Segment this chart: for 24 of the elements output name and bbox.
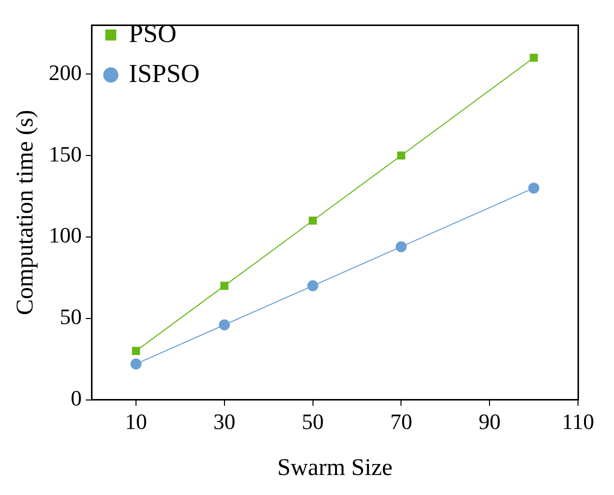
point (307, 280, 318, 292)
point (528, 182, 540, 194)
point (218, 319, 230, 330)
y-tick-label: 100 (48, 222, 82, 248)
point (220, 282, 228, 290)
x-tick-label: 90 (478, 408, 501, 434)
y-tick-label: 0 (70, 386, 82, 411)
point (132, 346, 140, 355)
y-tick-label: 150 (48, 141, 82, 166)
x-tick-label: 10 (125, 408, 147, 434)
y-tick-label: 50 (60, 304, 82, 330)
y-axis-title: Computation time (s) (12, 110, 39, 316)
point (530, 54, 538, 62)
x-tick-label: 70 (390, 408, 412, 434)
point (308, 216, 317, 225)
x-tick-label: 30 (213, 408, 236, 434)
point (130, 358, 142, 370)
x-tick-label: 110 (562, 408, 594, 434)
point (396, 241, 407, 252)
legend-label: ISPSO (128, 58, 200, 88)
point (397, 151, 406, 160)
y-tick-label: 200 (48, 60, 82, 85)
x-axis-title: Swarm Size (277, 454, 393, 481)
x-tick-label: 50 (302, 408, 324, 434)
